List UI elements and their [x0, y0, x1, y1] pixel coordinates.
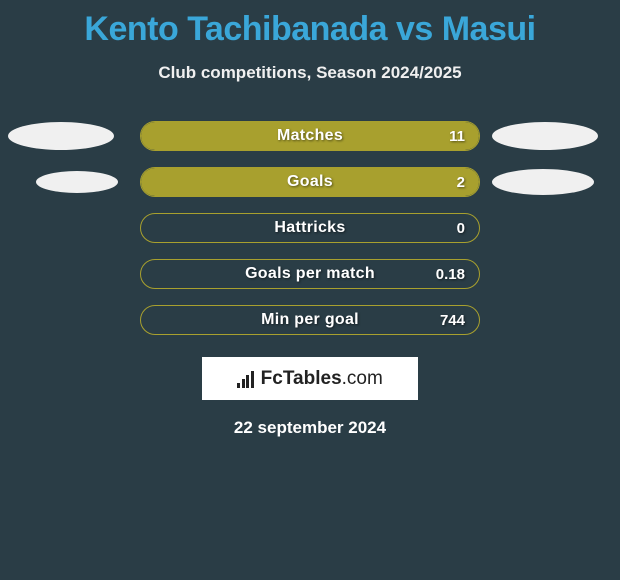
- stat-label: Min per goal: [141, 306, 479, 334]
- right-ellipse: [492, 169, 594, 195]
- stat-bar: Goals2: [140, 167, 480, 197]
- stat-value: 744: [440, 306, 465, 334]
- stat-row: Goals2: [0, 167, 620, 197]
- bar-chart-icon: [237, 370, 254, 388]
- stat-value: 2: [457, 168, 465, 196]
- left-ellipse: [8, 122, 114, 150]
- date-text: 22 september 2024: [0, 418, 620, 438]
- stat-value: 11: [449, 122, 465, 150]
- page-title: Kento Tachibanada vs Masui: [0, 0, 620, 49]
- subtitle: Club competitions, Season 2024/2025: [0, 63, 620, 83]
- stat-label: Matches: [141, 122, 479, 150]
- stat-row: Goals per match0.18: [0, 259, 620, 289]
- stat-label: Hattricks: [141, 214, 479, 242]
- stat-row: Matches11: [0, 121, 620, 151]
- stat-label: Goals per match: [141, 260, 479, 288]
- left-ellipse: [36, 171, 118, 193]
- stat-value: 0: [457, 214, 465, 242]
- stat-bar: Hattricks0: [140, 213, 480, 243]
- badge-prefix: Fc: [261, 368, 283, 389]
- fctables-badge: FcTables.com: [202, 357, 418, 400]
- stat-label: Goals: [141, 168, 479, 196]
- stat-row: Hattricks0: [0, 213, 620, 243]
- stats-rows: Matches11 Goals2 Hattricks0 Goals per match…: [0, 121, 620, 335]
- stat-row: Min per goal744: [0, 305, 620, 335]
- badge-main: Tables: [283, 368, 342, 389]
- right-ellipse: [492, 122, 598, 150]
- stat-bar: Matches11: [140, 121, 480, 151]
- badge-suffix: .com: [342, 368, 383, 389]
- stat-bar: Min per goal744: [140, 305, 480, 335]
- stat-value: 0.18: [436, 260, 465, 288]
- stat-bar: Goals per match0.18: [140, 259, 480, 289]
- badge-text: FcTables.com: [261, 368, 383, 390]
